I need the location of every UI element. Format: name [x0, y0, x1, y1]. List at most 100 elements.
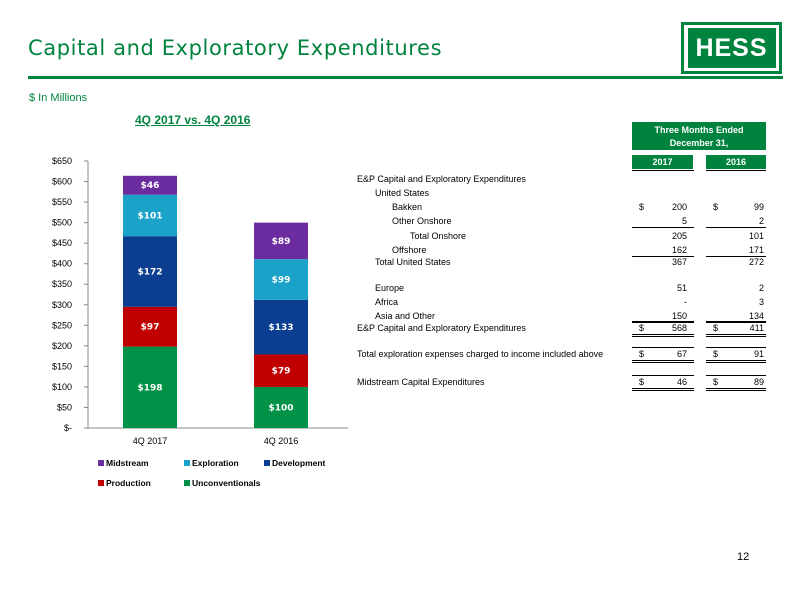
table-rule [706, 375, 766, 376]
bar-value-label: $97 [141, 323, 160, 333]
currency-symbol: $ [639, 202, 645, 212]
y-tick-label: $600 [52, 177, 72, 187]
table-row-label: Europe [375, 283, 405, 293]
table-row-label: Total Onshore [410, 231, 467, 241]
table-row-label: Africa [375, 297, 399, 307]
y-tick-label: $150 [52, 361, 72, 371]
table-header-year-2016: 2016 [706, 155, 766, 169]
table-rule [632, 360, 694, 361]
table-row: Total exploration expenses charged to in… [0, 348, 800, 360]
table-cell-value: 411 [749, 323, 764, 333]
legend-label: Exploration [192, 458, 239, 468]
bar-segment [123, 306, 177, 347]
bar-segment [254, 386, 308, 428]
bar-segment [123, 175, 177, 195]
table-cell-value: 46 [676, 377, 687, 387]
bar-segment [123, 236, 177, 307]
table-row-label: Total exploration expenses charged to in… [357, 349, 604, 359]
bar-value-label: $133 [268, 323, 293, 333]
table-row: E&P Capital and Exploratory Expenditures… [0, 322, 800, 334]
y-tick-label: $500 [52, 218, 72, 228]
page-title: Capital and Exploratory Expenditures [28, 36, 443, 60]
bar-value-label: $198 [137, 383, 162, 393]
bar-value-label: $99 [272, 276, 291, 286]
table-cell-value: 3 [758, 297, 764, 307]
table-cell-value: 205 [671, 231, 687, 241]
table-rule [632, 321, 694, 322]
y-tick-label: $650 [52, 156, 72, 166]
table-row-label: Bakken [392, 202, 423, 212]
bar-value-label: $79 [272, 367, 291, 377]
table-cell-value: 200 [671, 202, 687, 212]
x-tick-label: 4Q 2016 [264, 436, 299, 446]
bar-segment [254, 222, 308, 260]
table-row: Total United States 367 272 [0, 256, 800, 268]
table-header-line1: Three Months Ended [654, 125, 744, 135]
table-row: Total Onshore 205 101 [0, 230, 800, 242]
table-cell-value: 99 [753, 202, 764, 212]
legend-label: Midstream [106, 458, 149, 468]
legend-swatch [264, 460, 270, 466]
table-rule [632, 347, 694, 348]
table-cell-value: 367 [671, 257, 687, 267]
y-tick-label: $550 [52, 197, 72, 207]
table-rule [706, 362, 766, 363]
y-tick-label: $450 [52, 238, 72, 248]
table-row: Bakken $ $200 99 [0, 201, 800, 213]
page-number: 12 [737, 551, 750, 563]
table-cell-value: 101 [748, 231, 764, 241]
table-header-line2: December 31, [669, 138, 729, 148]
hess-logo-text: HESS [687, 28, 776, 68]
y-tick-label: $- [64, 423, 72, 433]
currency-symbol: $ [639, 349, 645, 359]
bar-segment [254, 299, 308, 355]
table-cell-value: 51 [676, 283, 687, 293]
table-row-label: E&P Capital and Exploratory Expenditures [357, 174, 526, 184]
table-rule [632, 390, 694, 391]
legend-swatch [184, 460, 190, 466]
table-rule [632, 388, 694, 389]
table-cell-value: 568 [671, 323, 687, 333]
table-rule [632, 375, 694, 376]
currency-symbol: $ [713, 377, 719, 387]
y-tick-label: $200 [52, 341, 72, 351]
bar-segment [254, 354, 308, 387]
table-rule [706, 321, 766, 322]
y-tick-label: $350 [52, 279, 72, 289]
bar-value-label: $46 [141, 181, 160, 191]
currency-symbol: $ [713, 323, 719, 333]
legend-label: Production [106, 478, 151, 488]
table-row: Midstream Capital Expenditures $ $46 89 [0, 376, 800, 388]
table-rule [632, 334, 694, 335]
bar-value-label: $101 [137, 211, 162, 221]
table-cell-value: 134 [748, 311, 764, 321]
table-row: United States [0, 187, 800, 199]
x-tick-label: 4Q 2017 [133, 436, 168, 446]
table-row-label: United States [375, 188, 430, 198]
table-row: Asia and Other 150 134 [0, 310, 800, 322]
y-tick-label: $300 [52, 300, 72, 310]
table-rule [706, 256, 766, 257]
table-rule [632, 322, 694, 323]
table-row: Africa - 3 [0, 296, 800, 308]
table-cell-value: 67 [676, 349, 687, 359]
title-rule [28, 76, 783, 79]
table-cell-value: 5 [681, 216, 687, 226]
bar-segment [123, 194, 177, 237]
table-rule [706, 227, 766, 228]
table-row: E&P Capital and Exploratory Expenditures [0, 173, 800, 185]
table-row-label: Other Onshore [392, 216, 452, 226]
y-tick-label: $50 [57, 402, 72, 412]
table-rule [706, 347, 766, 348]
table-cell-value: 2 [758, 283, 764, 293]
table-rule [632, 256, 694, 257]
table-rule [706, 388, 766, 389]
bar-value-label: $172 [137, 267, 162, 277]
table-header-year-2017: 2017 [632, 155, 693, 169]
table-rule [632, 362, 694, 363]
legend-swatch [98, 480, 104, 486]
table-rule [632, 170, 694, 171]
legend-swatch [98, 460, 104, 466]
table-cell-value: - [684, 297, 687, 307]
table-rule [706, 336, 766, 337]
